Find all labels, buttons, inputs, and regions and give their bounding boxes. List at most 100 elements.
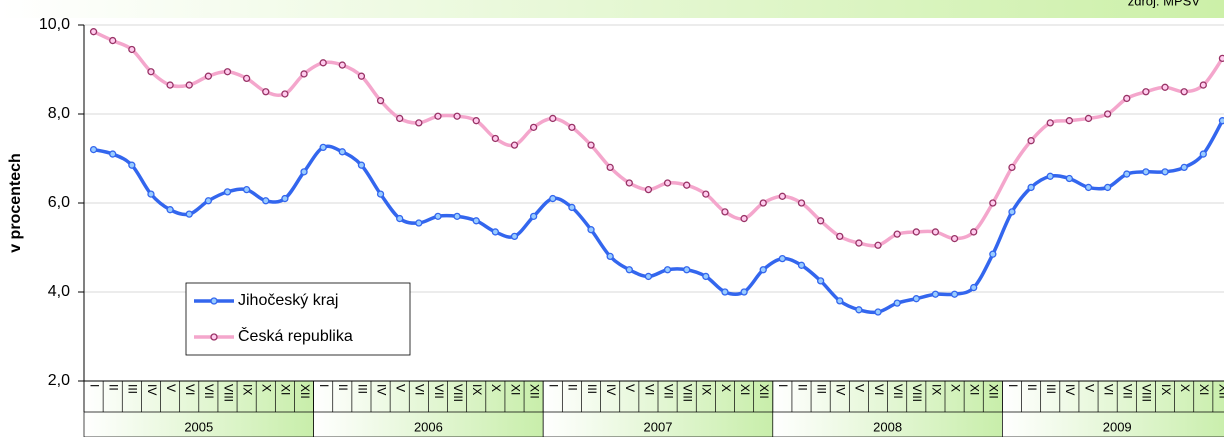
point xyxy=(223,68,232,76)
point xyxy=(683,181,691,189)
x-tick-label: XI xyxy=(738,384,752,395)
point xyxy=(1180,163,1188,172)
point xyxy=(453,212,461,221)
point xyxy=(434,112,442,120)
point xyxy=(702,272,710,281)
point xyxy=(1161,168,1169,176)
point xyxy=(1008,163,1016,172)
point xyxy=(587,141,595,149)
point xyxy=(204,72,213,80)
point xyxy=(644,185,653,194)
year-label: 2006 xyxy=(414,419,443,434)
point xyxy=(529,212,538,221)
x-tick-label: III xyxy=(585,384,599,394)
point xyxy=(415,119,423,127)
x-tick-label: V xyxy=(164,384,178,392)
x-tick-label: V xyxy=(1082,384,1096,392)
year-label: 2008 xyxy=(873,419,902,434)
x-tick-label: I xyxy=(1006,384,1020,387)
x-tick-label: XII xyxy=(1216,384,1224,399)
point xyxy=(1142,88,1150,96)
x-tick-label: VII xyxy=(891,384,905,399)
point xyxy=(166,81,174,89)
x-tick-label: I xyxy=(547,384,561,387)
point xyxy=(625,266,633,274)
point xyxy=(644,272,653,281)
point xyxy=(1103,110,1112,118)
point xyxy=(1065,117,1074,125)
x-tick-label: VII xyxy=(432,384,446,399)
point xyxy=(491,134,500,143)
x-tick-label: VIII xyxy=(221,384,235,402)
x-tick-label: XI xyxy=(279,384,293,395)
point xyxy=(568,123,576,131)
point xyxy=(893,230,901,238)
point xyxy=(147,68,155,76)
x-tick-label: IX xyxy=(470,384,484,395)
point xyxy=(778,192,787,200)
x-tick-label: IV xyxy=(145,384,159,395)
y-tick-label: 4,0 xyxy=(48,283,70,300)
x-tick-label: VI xyxy=(1101,384,1115,395)
point xyxy=(663,266,672,274)
x-tick-label: II xyxy=(107,384,121,391)
point xyxy=(281,90,289,98)
point xyxy=(721,288,729,296)
x-tick-label: II xyxy=(795,384,809,391)
point xyxy=(625,179,633,187)
point xyxy=(1123,94,1131,103)
point xyxy=(1103,183,1112,192)
legend-label: Jihočeský kraj xyxy=(238,292,338,309)
point xyxy=(740,214,748,223)
point xyxy=(510,141,519,149)
point xyxy=(281,194,289,203)
point xyxy=(529,123,538,131)
point xyxy=(855,239,863,247)
x-tick-label: IX xyxy=(700,384,714,395)
point xyxy=(376,190,385,198)
point xyxy=(970,283,978,292)
point xyxy=(128,161,136,169)
y-axis-title: v procentech xyxy=(7,153,24,253)
x-tick-label: X xyxy=(260,384,274,392)
point xyxy=(989,199,997,207)
point xyxy=(147,190,155,198)
point xyxy=(740,288,748,296)
x-tick-label: X xyxy=(719,384,733,392)
point xyxy=(874,241,882,249)
x-tick-label: XI xyxy=(1197,384,1211,395)
point xyxy=(1180,88,1188,96)
point xyxy=(663,179,672,187)
point xyxy=(549,114,557,123)
point xyxy=(1218,54,1224,63)
point xyxy=(778,254,787,263)
x-tick-label: XII xyxy=(987,384,1001,399)
point xyxy=(702,190,710,198)
point xyxy=(1046,172,1054,180)
x-tick-label: I xyxy=(776,384,790,387)
point xyxy=(262,197,270,205)
point xyxy=(816,277,825,285)
point xyxy=(89,145,98,154)
point xyxy=(262,88,270,96)
point xyxy=(874,308,882,316)
y-tick-label: 6,0 xyxy=(48,194,70,211)
x-tick-label: III xyxy=(355,384,369,394)
point xyxy=(1123,170,1131,178)
point xyxy=(1027,137,1035,145)
x-tick-label: I xyxy=(317,384,331,387)
point xyxy=(1199,150,1207,158)
point xyxy=(109,150,117,158)
x-tick-label: VIII xyxy=(910,384,924,402)
point xyxy=(357,72,366,80)
point xyxy=(300,168,308,176)
point xyxy=(931,228,940,236)
x-tick-label: VI xyxy=(872,384,886,395)
point xyxy=(89,28,98,36)
point xyxy=(836,297,844,305)
point xyxy=(759,199,767,207)
point xyxy=(549,194,557,203)
point xyxy=(1199,81,1207,89)
point xyxy=(1008,208,1016,216)
